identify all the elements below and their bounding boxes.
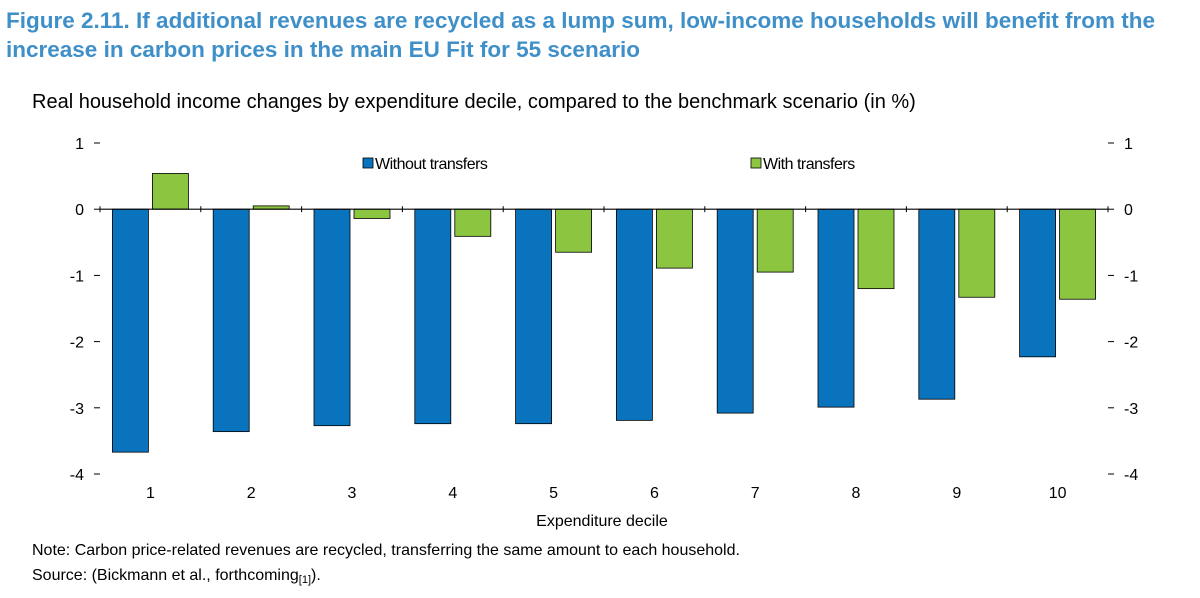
y-tick-label-right: -3 [1124,401,1138,418]
y-tick-label-right: 0 [1124,202,1133,219]
y-tick-label-right: -1 [1124,268,1138,285]
y-tick-label-left: -4 [70,467,84,484]
figure-subtitle: Real household income changes by expendi… [32,91,916,113]
legend-label-without-transfers: Without transfers [375,156,488,173]
bar-without-transfers-decile-6 [616,208,653,421]
bar-without-transfers-decile-2 [212,208,250,433]
y-tick-label-left: 1 [75,136,84,153]
bar-without-transfers-decile-10 [1019,208,1056,358]
x-tick-label: 4 [448,485,457,502]
y-tick-label-right: 1 [1124,136,1133,153]
bar-with-transfers-decile-7 [756,208,794,273]
bar-without-transfers-decile-4 [414,208,452,425]
figure-title: Figure 2.11. If additional revenues are … [6,8,1156,62]
x-tick-label: 9 [952,485,961,502]
legend-swatch-with-transfers [750,157,762,169]
y-tick-label-left: -2 [70,335,84,352]
bar-with-transfers-decile-10 [1059,208,1096,300]
x-tick-label: 7 [751,485,760,502]
legend-swatch-without-transfers [362,157,374,169]
bar-without-transfers-decile-9 [918,208,956,400]
bar-chart: 1 10 0-1 -1-2 -2-3 -3-4 -41 2 3 4 5 6 7 8 9 10Expenditu… [70,136,1139,530]
bar-with-transfers-decile-1 [151,173,189,210]
bar-with-transfers-decile-6 [656,208,693,269]
bar-with-transfers-decile-4 [454,208,492,237]
x-axis-title: Expenditure decile [536,513,668,530]
source-reference-link[interactable]: [1] [298,574,312,586]
x-tick-label: 3 [348,485,357,502]
bar-with-transfers-decile-9 [958,208,996,298]
x-tick-label: 2 [247,485,256,502]
x-tick-label: 10 [1049,485,1067,502]
x-tick-label: 6 [650,485,659,502]
x-tick-label: 1 [146,485,155,502]
bar-with-transfers-decile-8 [857,208,895,290]
source-prefix: Source: (Bickmann et al., forthcoming [32,567,299,584]
bar-without-transfers-decile-5 [515,208,552,425]
bar-without-transfers-decile-8 [817,208,855,408]
bar-without-transfers-decile-1 [112,208,149,453]
legend-label-with-transfers: With transfers [763,156,855,173]
note-text: Note: Carbon price-related revenues are … [32,542,740,559]
bar-without-transfers-decile-7 [716,208,754,414]
x-tick-label: 8 [852,485,861,502]
y-tick-label-left: 0 [75,202,84,219]
bar-with-transfers-decile-5 [555,208,592,253]
x-tick-label: 5 [549,485,558,502]
y-tick-label-left: -1 [70,268,84,285]
bar-without-transfers-decile-3 [313,208,351,427]
y-tick-label-right: -4 [1124,467,1138,484]
source-text: Source: (Bickmann et al., forthcoming[1]… [32,566,321,590]
source-suffix: ). [311,567,321,584]
y-tick-label-left: -3 [70,401,84,418]
y-tick-label-right: -2 [1124,335,1138,352]
bar-with-transfers-decile-3 [353,208,391,219]
